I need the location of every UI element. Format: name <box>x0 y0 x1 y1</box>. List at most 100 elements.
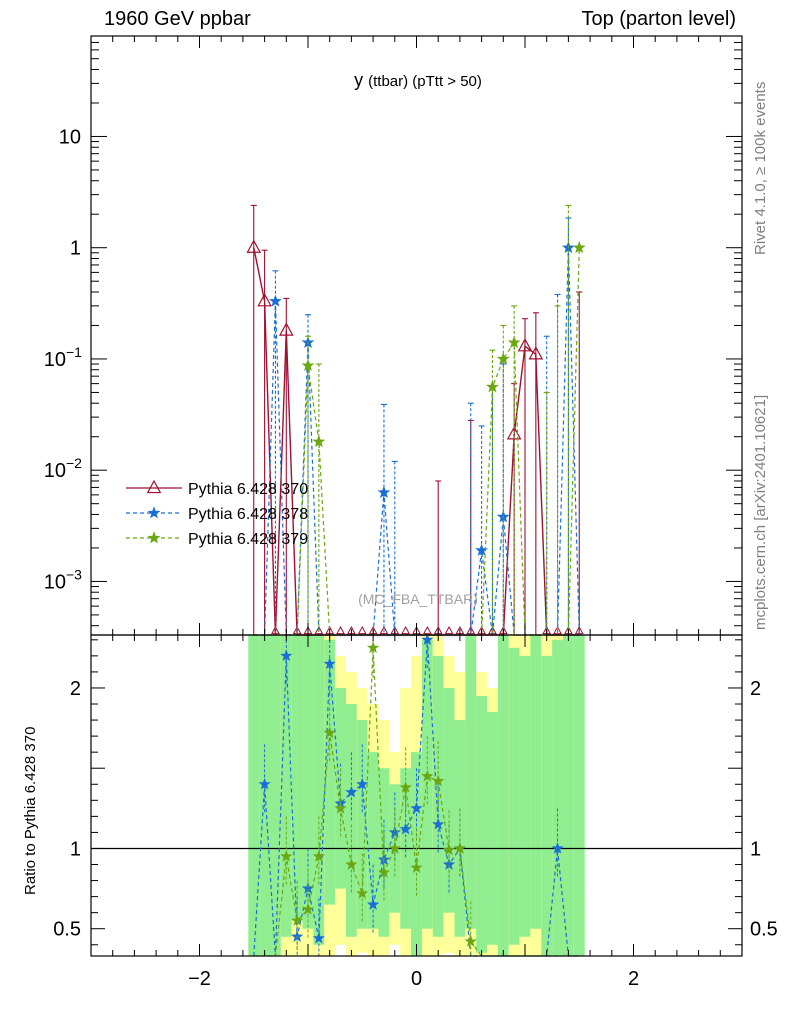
marker <box>301 358 315 372</box>
band-green <box>367 752 379 929</box>
band-green <box>573 635 585 956</box>
marker <box>496 352 510 365</box>
ratio-marker <box>432 817 445 830</box>
series-line-main <box>253 247 580 636</box>
main-ytick-label: 10 <box>59 126 81 148</box>
series-line-main <box>253 247 580 636</box>
marker <box>278 322 294 336</box>
header-right: Top (parton level) <box>581 8 736 30</box>
floor-marker <box>422 625 432 635</box>
ratio-marker <box>551 842 564 854</box>
marker <box>486 380 499 393</box>
main-ytick-exp: −3 <box>66 566 82 582</box>
ratio-marker <box>464 935 477 947</box>
legend: Pythia 6.428 370 Pythia 6.428 378 Pythia 6… <box>126 479 308 548</box>
band-green <box>497 635 509 956</box>
band-green <box>465 635 477 929</box>
floor-marker <box>357 625 367 635</box>
floor-marker <box>314 625 324 635</box>
marker <box>269 294 282 307</box>
ratio-marker <box>345 785 358 798</box>
ratio-marker <box>399 822 412 835</box>
ratio-marker <box>442 843 456 856</box>
ratio-marker <box>323 657 336 670</box>
marker <box>528 346 544 360</box>
legend-entry: Pythia 6.428 370 <box>188 481 308 498</box>
band-green <box>302 635 314 929</box>
ratio-marker <box>377 866 391 878</box>
ratio-marker <box>323 726 336 739</box>
band-green <box>562 635 574 956</box>
main-ytick-label: 10 <box>44 460 66 482</box>
band-green <box>530 635 542 929</box>
band-green <box>552 639 563 956</box>
legend-marker <box>147 506 161 519</box>
main-ytick-label: 10 <box>44 571 66 593</box>
band-green <box>508 647 520 945</box>
ratio-ytick-label-left: 1 <box>70 838 81 860</box>
ratio-ytick-label-right: 2 <box>750 678 761 700</box>
ticks <box>90 35 743 956</box>
band-green <box>541 655 553 956</box>
band-green <box>487 712 498 945</box>
chart-title: y (ttbar) (pTtt > 50) <box>354 70 482 90</box>
floor-marker <box>401 625 411 635</box>
band-green <box>421 639 433 929</box>
series-0 <box>246 204 584 636</box>
ratio-marker <box>258 777 271 790</box>
ratio-marker <box>345 858 358 870</box>
floor-marker <box>336 625 345 635</box>
ratio-ytick-label-left: 0.5 <box>53 919 81 941</box>
ratio-marker <box>388 842 401 854</box>
ratio-marker <box>291 914 304 926</box>
ratio-marker <box>432 774 445 787</box>
marker <box>572 241 586 254</box>
ratio-marker <box>356 886 369 899</box>
band-green <box>519 655 531 937</box>
ratio-marker <box>399 781 412 793</box>
marker <box>312 435 326 448</box>
marker <box>507 336 521 349</box>
ratio-marker <box>312 850 325 862</box>
ratio-marker <box>421 633 434 646</box>
xtick-label: 2 <box>628 968 639 990</box>
main-ytick-exp: −2 <box>66 455 82 471</box>
floor-marker <box>444 625 454 635</box>
ratio-marker <box>410 801 423 814</box>
band-green <box>356 720 368 929</box>
xtick-label: 0 <box>411 968 422 990</box>
legend-entry: Pythia 6.428 379 <box>188 531 308 548</box>
ratio-ytick-label-right: 0.5 <box>750 919 778 941</box>
ratio-ytick-label-right: 1 <box>750 838 761 860</box>
series-lines <box>246 204 586 957</box>
legend-entry: Pythia 6.428 378 <box>188 506 308 523</box>
ratio-marker <box>280 649 293 662</box>
watermark: (MC_FBA_TTBAR) <box>358 591 478 607</box>
ratio-marker <box>453 842 467 854</box>
band-green <box>454 720 466 937</box>
marker <box>377 485 391 499</box>
header-left: 1960 GeV ppbar <box>104 8 251 30</box>
legend-marker <box>146 479 162 494</box>
band-green <box>345 704 357 937</box>
ratio-marker <box>334 801 347 814</box>
band-green <box>270 635 281 956</box>
band-green <box>248 635 260 956</box>
ratio-marker <box>356 777 369 790</box>
main-ytick-label: 1 <box>70 238 81 260</box>
ratio-marker <box>421 769 434 782</box>
band-green <box>335 687 346 889</box>
band-green <box>291 635 303 921</box>
ratio-marker <box>410 861 423 873</box>
main-ytick-exp: −1 <box>66 344 82 360</box>
band-green <box>280 635 292 937</box>
legend-marker <box>147 531 161 544</box>
ratio-ytick-label-left: 2 <box>70 678 81 700</box>
ratio-marker <box>301 903 315 915</box>
series-line-main <box>253 247 580 636</box>
ratio-marker <box>366 641 380 654</box>
band-green <box>313 635 325 945</box>
xtick-label: −2 <box>188 968 211 990</box>
